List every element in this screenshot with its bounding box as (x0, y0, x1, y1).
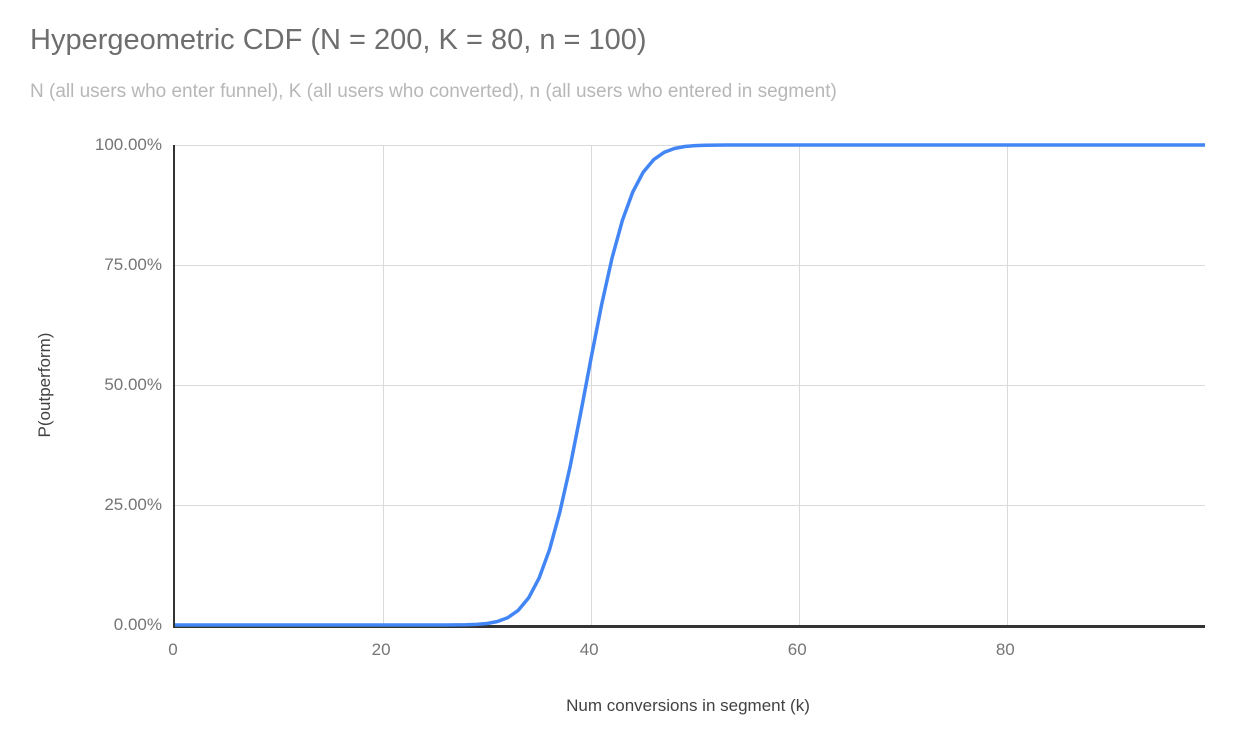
chart-title: Hypergeometric CDF (N = 200, K = 80, n =… (30, 24, 647, 56)
y-axis-tick-label: 50.00% (104, 375, 162, 394)
y-axis-tick-label: 25.00% (104, 495, 162, 514)
vertical-gridline (799, 145, 801, 625)
x-axis-tick-label: 60 (787, 640, 807, 659)
x-axis-tick-label: 0 (168, 640, 178, 659)
y-axis-title: P(outperform) (35, 332, 54, 438)
plot-area (173, 143, 1205, 628)
vertical-gridline (383, 145, 385, 625)
x-axis-tick-label: 40 (579, 640, 599, 659)
y-axis-tick-label: 75.00% (104, 255, 162, 274)
x-axis-title: Num conversions in segment (k) (566, 696, 810, 715)
x-axis-tick-label: 20 (371, 640, 391, 659)
cdf-line-chart (175, 143, 1205, 627)
y-axis-tick-label: 100.00% (94, 135, 162, 154)
cdf-line-series (175, 143, 1205, 627)
horizontal-gridline (175, 265, 1205, 266)
horizontal-gridline (175, 385, 1205, 386)
y-axis-tick-label: 0.00% (113, 615, 162, 634)
vertical-gridline (1007, 145, 1009, 625)
chart-subtitle: N (all users who enter funnel), K (all u… (30, 81, 837, 102)
vertical-gridline (591, 145, 593, 625)
horizontal-gridline (175, 505, 1205, 506)
x-axis-tick-label: 80 (995, 640, 1015, 659)
